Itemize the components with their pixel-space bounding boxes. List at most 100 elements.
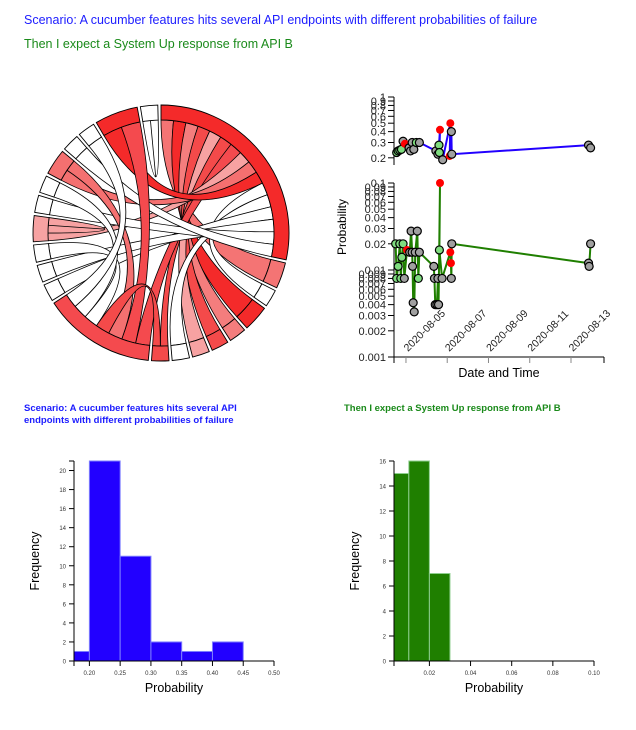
histogram-bar — [181, 650, 213, 662]
y-tick-label: 16 — [379, 460, 386, 466]
data-point — [585, 239, 596, 249]
y-tick-label: 0.02 — [365, 239, 386, 251]
y-tick-label: 0.09 — [365, 182, 386, 194]
y-tick-label: 18 — [59, 488, 66, 494]
chord-group-arc — [53, 294, 151, 361]
data-point — [412, 226, 422, 236]
y-tick-label: 4 — [383, 610, 387, 616]
chord-group-arc — [139, 104, 159, 122]
y-tick-label: 0.007 — [358, 278, 386, 290]
y-tick-label: 0.01 — [365, 265, 386, 277]
y-tick-label: 0.4 — [371, 127, 386, 139]
x-tick-label: 0.30 — [145, 671, 157, 677]
y-tick-label: 0.3 — [371, 137, 386, 149]
y-tick-label: 0.001 — [358, 352, 386, 364]
chord-diagram — [32, 104, 290, 362]
data-point — [413, 273, 423, 284]
series-line — [395, 122, 592, 163]
y-tick-label: 0.009 — [358, 269, 386, 281]
data-point — [585, 143, 596, 153]
x-tick-label: 2020-08-11 — [525, 308, 571, 354]
data-point — [408, 298, 418, 308]
y-tick-label: 0.7 — [371, 105, 386, 117]
data-point — [434, 140, 444, 150]
y-axis-label: Frequency — [348, 531, 362, 591]
y-tick-label: 0.8 — [371, 100, 386, 112]
y-tick-label: 1 — [380, 92, 386, 104]
y-axis-label: Frequency — [28, 531, 42, 591]
y-tick-label: 0.08 — [365, 186, 386, 198]
histogram-bar — [211, 641, 244, 662]
data-point — [407, 261, 418, 271]
chord-group-arc — [33, 243, 52, 263]
data-point — [434, 245, 444, 255]
x-tick-label: 2020-08-09 — [484, 308, 531, 355]
y-tick-label: 10 — [379, 535, 386, 541]
y-tick-label: 2 — [63, 640, 67, 646]
y-tick-label: 2 — [383, 635, 387, 641]
chord-group-arc — [95, 106, 141, 137]
x-tick-label: 0.50 — [268, 671, 280, 677]
chord-group-arc — [47, 150, 75, 181]
chord-group-arc — [170, 342, 191, 361]
x-axis-label: Probability — [145, 681, 204, 695]
y-tick-label: 0.1 — [371, 178, 386, 190]
y-tick-label: 20 — [59, 469, 66, 475]
data-point — [409, 307, 419, 317]
data-point — [433, 300, 444, 310]
timeseries-panel-step: 0.001 0.002 0.0030.0040.0050.0060.0070.008… — [358, 178, 596, 364]
histogram-bar — [150, 641, 183, 662]
x-tick-label: 0.10 — [588, 671, 600, 677]
data-point — [446, 259, 455, 268]
x-tick-label: 0.04 — [465, 671, 477, 677]
y-tick-label: 0.03 — [365, 223, 386, 235]
x-tick-label: 0.45 — [237, 671, 249, 677]
y-tick-label: 0.2 — [371, 153, 386, 165]
x-tick-label: 0.08 — [547, 671, 559, 677]
chord-group-arc — [43, 278, 66, 302]
chord-ribbons — [47, 119, 275, 347]
y-tick-label: 0.004 — [358, 300, 386, 312]
y-tick-label: 0.6 — [371, 111, 386, 123]
chord-group-arc — [36, 261, 58, 283]
y-tick-label: 8 — [383, 560, 387, 566]
histogram-bar — [393, 473, 410, 662]
y-tick-label: 0.07 — [365, 191, 386, 203]
x-tick-label: 0.35 — [176, 671, 188, 677]
chord-group-arc — [63, 135, 88, 160]
chord-group-arc — [221, 317, 246, 342]
scenario-title: Scenario: A cucumber features hits sever… — [24, 13, 538, 27]
x-tick-label: 0.02 — [424, 671, 436, 677]
data-point — [437, 273, 447, 284]
y-tick-label: 0.05 — [365, 204, 386, 216]
x-axis-label: Probability — [465, 681, 524, 695]
histogram-bar — [408, 460, 430, 662]
y-axis-label: Probability — [335, 199, 349, 255]
x-tick-label: 0.40 — [207, 671, 219, 677]
chord-group-arc — [205, 328, 229, 351]
y-tick-label: 0.9 — [371, 96, 386, 108]
y-tick-label: 14 — [59, 526, 66, 532]
histogram-scenario-title: Scenario: A cucumber features hits sever… — [24, 403, 237, 426]
histogram-bars — [73, 460, 244, 662]
histogram-bar — [73, 650, 90, 662]
x-tick-label: 2020-08-07 — [443, 308, 490, 355]
probability-timeseries: 0.2 0.30.40.50.60.70.80.91 0.001 0.002 0.003… — [335, 92, 613, 380]
data-point — [393, 261, 403, 271]
y-tick-label: 6 — [383, 585, 387, 591]
x-axis-label: Date and Time — [458, 366, 539, 380]
y-tick-label: 0.5 — [371, 118, 386, 130]
data-point — [414, 247, 424, 257]
y-tick-label: 12 — [379, 510, 386, 516]
data-point — [434, 147, 444, 158]
y-tick-label: 6 — [63, 602, 67, 608]
chord-group-arc — [150, 345, 170, 362]
timeseries-panel-scenario: 0.2 0.30.40.50.60.70.80.91 — [371, 92, 596, 165]
data-point — [446, 248, 455, 257]
chord-group-arc — [78, 123, 103, 147]
data-point — [414, 137, 424, 148]
histogram-bars — [393, 460, 451, 662]
y-tick-label: 16 — [59, 507, 66, 513]
step-title: Then I expect a System Up response from … — [24, 37, 293, 51]
data-point — [446, 127, 456, 137]
